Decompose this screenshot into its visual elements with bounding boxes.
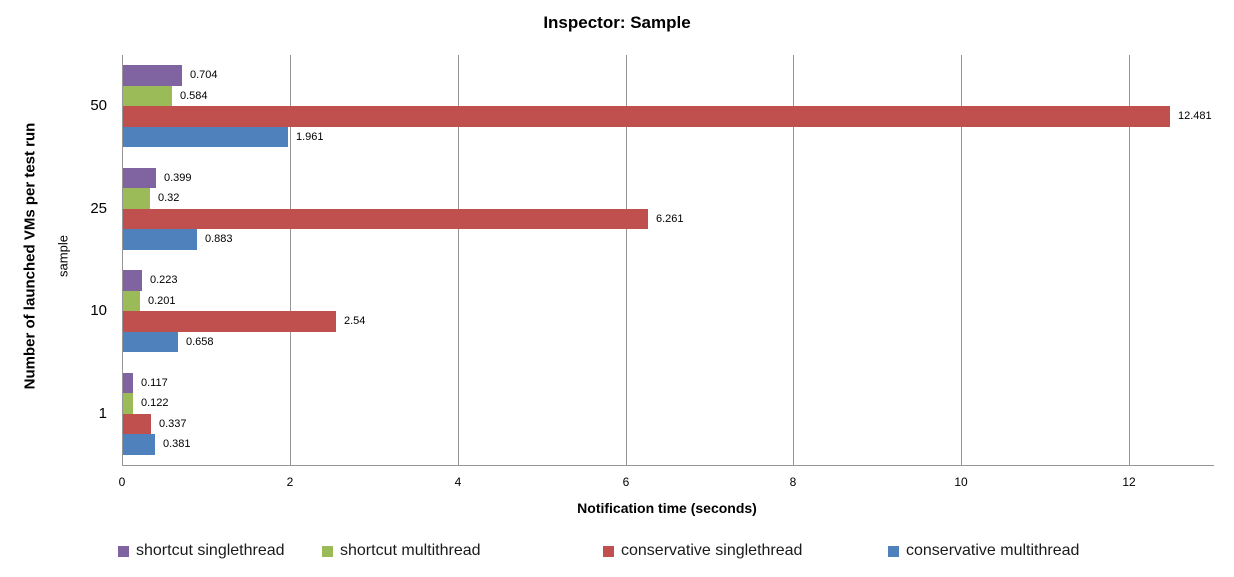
value-label: 0.381 — [163, 438, 191, 451]
category-label: 1 — [98, 404, 107, 422]
value-label: 0.658 — [186, 335, 214, 348]
bar-shortcut-multithread-50 — [123, 85, 172, 107]
legend-swatch-icon — [603, 545, 614, 557]
legend-item-shortcut-multithread: shortcut multithread — [322, 541, 481, 561]
legend-item-conservative-multithread: conservative multithread — [888, 541, 1079, 561]
value-label: 0.117 — [141, 376, 168, 389]
gridline — [793, 55, 794, 465]
x-axis-line — [122, 465, 1214, 466]
value-label: 0.704 — [190, 69, 218, 82]
bar-conservative-singlethread-50 — [123, 106, 1170, 127]
legend-swatch-icon — [888, 545, 899, 557]
value-label: 0.223 — [150, 274, 178, 287]
legend-swatch-icon — [322, 545, 333, 557]
bar-conservative-multithread-50 — [123, 126, 288, 148]
x-tick-label: 2 — [286, 475, 294, 489]
legend-label: shortcut multithread — [340, 542, 481, 559]
x-tick-label: 6 — [622, 475, 630, 489]
category-label: 50 — [90, 97, 107, 114]
bar-conservative-singlethread-10 — [123, 311, 336, 332]
value-label: 0.399 — [164, 171, 192, 184]
value-label: 12.481 — [1178, 110, 1212, 123]
gridline — [1129, 55, 1130, 465]
bar-conservative-multithread-10 — [123, 331, 178, 353]
y-axis-title: Number of launched VMs per test run — [21, 122, 39, 390]
legend-item-conservative-singlethread: conservative singlethread — [603, 541, 802, 561]
legend-swatch-icon — [118, 545, 129, 557]
bar-shortcut-singlethread-50 — [123, 65, 182, 86]
gridline — [961, 55, 962, 465]
gridline — [626, 55, 627, 465]
plot-area: 0.704 0.584 12.481 1.961 0.399 0.32 6.261 0.883… — [122, 55, 1214, 466]
bar-shortcut-multithread-10 — [123, 290, 140, 312]
bar-conservative-multithread-1 — [123, 434, 155, 455]
legend-label: conservative singlethread — [621, 542, 803, 559]
x-tick-label: 4 — [454, 475, 462, 489]
value-label: 2.54 — [344, 315, 366, 328]
value-label: 0.337 — [159, 417, 187, 430]
x-tick-label: 12 — [1122, 475, 1136, 489]
bar-conservative-singlethread-1 — [123, 413, 151, 435]
legend-label: conservative multithread — [906, 542, 1080, 559]
bar-shortcut-multithread-1 — [123, 393, 133, 414]
value-label: 0.201 — [148, 294, 176, 307]
gridline — [122, 55, 123, 465]
value-label: 0.584 — [180, 89, 208, 102]
gridline — [458, 55, 459, 465]
x-tick-label: 10 — [954, 475, 968, 489]
value-label: 0.122 — [141, 397, 169, 410]
bar-shortcut-multithread-25 — [123, 188, 150, 209]
category-label: 10 — [90, 302, 107, 319]
bar-shortcut-singlethread-25 — [123, 167, 156, 189]
chart-title: Inspector: Sample — [543, 13, 691, 32]
legend-label: shortcut singlethread — [136, 542, 285, 559]
bar-shortcut-singlethread-10 — [123, 270, 142, 291]
x-tick-label: 0 — [118, 475, 126, 489]
value-label: 0.883 — [205, 233, 233, 246]
value-label: 6.261 — [656, 212, 684, 225]
bar-conservative-singlethread-25 — [123, 208, 648, 230]
x-tick-label: 8 — [789, 475, 797, 489]
legend-item-shortcut-singlethread: shortcut singlethread — [118, 541, 285, 561]
bar-conservative-multithread-25 — [123, 229, 197, 250]
bar-shortcut-singlethread-1 — [123, 372, 133, 394]
value-label: 0.32 — [158, 192, 180, 205]
x-axis-title: Notification time (seconds) — [577, 500, 757, 516]
value-label: 1.961 — [296, 130, 324, 143]
category-label: 25 — [90, 199, 107, 217]
gridline — [290, 55, 291, 465]
